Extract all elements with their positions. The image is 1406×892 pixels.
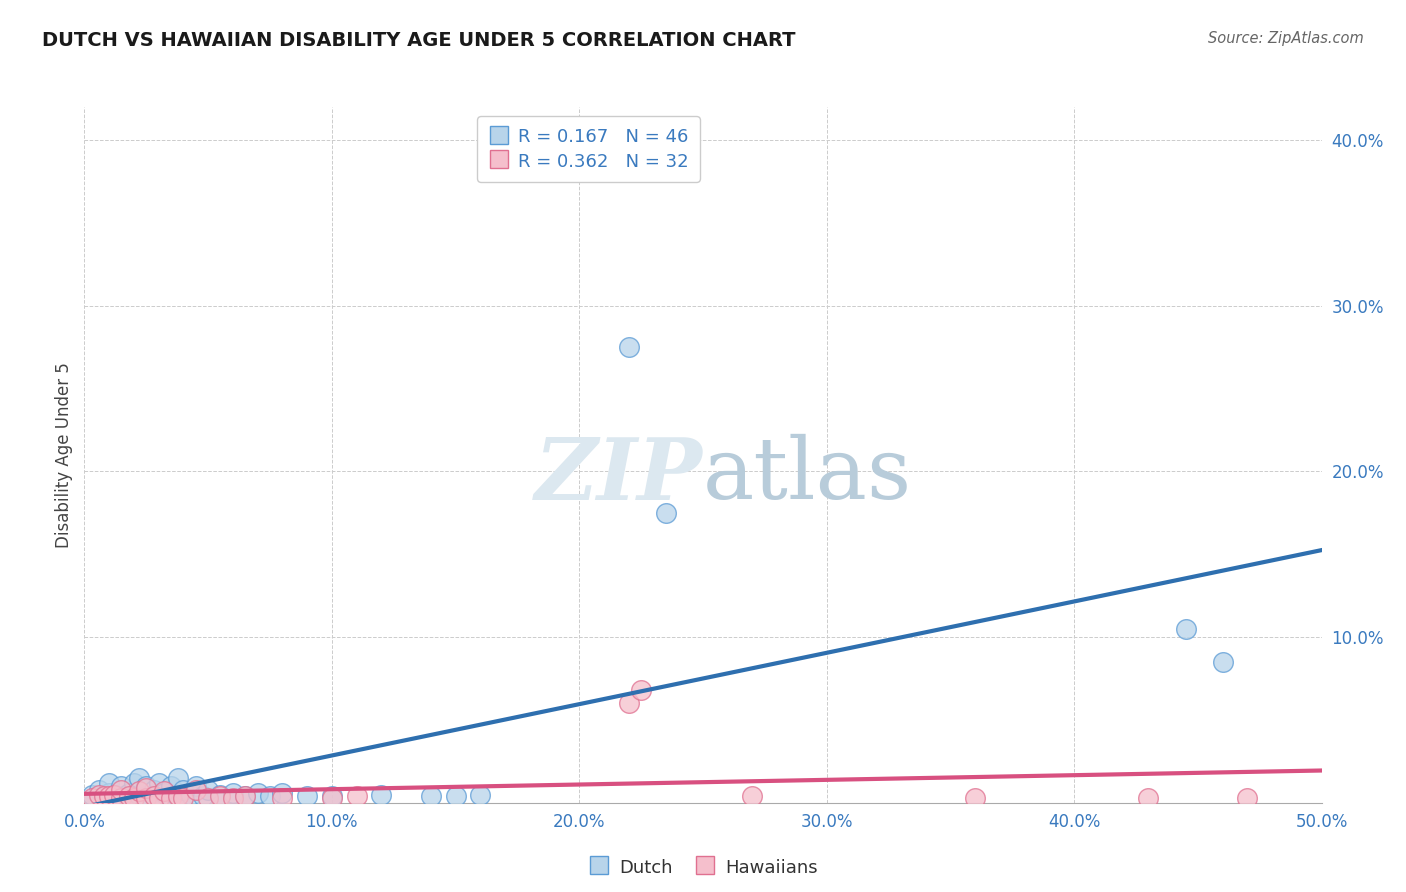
- Y-axis label: Disability Age Under 5: Disability Age Under 5: [55, 362, 73, 548]
- Point: [142, 789, 165, 804]
- Point: [122, 789, 145, 804]
- Point: [80, 788, 103, 802]
- Point: [184, 779, 207, 793]
- Point: [93, 789, 115, 804]
- Point: [321, 790, 343, 805]
- Point: [103, 788, 125, 802]
- Point: [160, 789, 183, 804]
- Point: [98, 789, 121, 804]
- Point: [152, 786, 174, 800]
- Point: [233, 789, 256, 804]
- Point: [321, 789, 343, 804]
- Point: [110, 790, 132, 805]
- Point: [444, 789, 467, 804]
- Point: [80, 790, 103, 805]
- Point: [160, 790, 183, 805]
- Point: [172, 782, 194, 797]
- Text: ZIP: ZIP: [536, 434, 703, 517]
- Point: [346, 789, 368, 804]
- Point: [128, 788, 150, 802]
- Point: [1174, 622, 1197, 636]
- Point: [617, 340, 640, 354]
- Point: [965, 790, 987, 805]
- Point: [197, 782, 219, 797]
- Point: [110, 782, 132, 797]
- Point: [135, 790, 157, 805]
- Point: [630, 683, 652, 698]
- Point: [470, 788, 492, 802]
- Point: [118, 786, 141, 800]
- Point: [93, 789, 115, 804]
- Legend: Dutch, Hawaiians: Dutch, Hawaiians: [581, 850, 825, 884]
- Point: [1212, 655, 1234, 669]
- Point: [135, 789, 157, 804]
- Point: [122, 776, 145, 790]
- Text: DUTCH VS HAWAIIAN DISABILITY AGE UNDER 5 CORRELATION CHART: DUTCH VS HAWAIIAN DISABILITY AGE UNDER 5…: [42, 31, 796, 50]
- Point: [191, 789, 214, 804]
- Point: [172, 790, 194, 805]
- Point: [135, 779, 157, 793]
- Point: [167, 771, 190, 785]
- Point: [165, 788, 187, 802]
- Point: [167, 789, 190, 804]
- Point: [142, 788, 165, 802]
- Point: [197, 790, 219, 805]
- Point: [222, 786, 245, 800]
- Point: [370, 788, 392, 802]
- Point: [233, 789, 256, 804]
- Point: [142, 782, 165, 797]
- Point: [617, 697, 640, 711]
- Point: [209, 788, 232, 802]
- Point: [118, 789, 141, 804]
- Point: [148, 776, 170, 790]
- Point: [122, 790, 145, 805]
- Point: [110, 779, 132, 793]
- Point: [172, 789, 194, 804]
- Point: [1137, 790, 1160, 805]
- Point: [222, 790, 245, 805]
- Point: [135, 780, 157, 795]
- Point: [741, 789, 763, 804]
- Point: [271, 786, 294, 800]
- Point: [209, 789, 232, 804]
- Point: [89, 782, 111, 797]
- Point: [148, 790, 170, 805]
- Point: [128, 784, 150, 798]
- Point: [152, 784, 174, 798]
- Point: [1236, 790, 1258, 805]
- Point: [89, 788, 111, 802]
- Point: [295, 789, 318, 804]
- Point: [271, 790, 294, 805]
- Point: [184, 782, 207, 797]
- Text: Source: ZipAtlas.com: Source: ZipAtlas.com: [1208, 31, 1364, 46]
- Point: [259, 789, 281, 804]
- Point: [160, 779, 183, 793]
- Point: [148, 789, 170, 804]
- Point: [128, 771, 150, 785]
- Text: atlas: atlas: [703, 434, 912, 517]
- Point: [246, 786, 269, 800]
- Point: [110, 789, 132, 804]
- Point: [419, 789, 441, 804]
- Point: [103, 788, 125, 802]
- Point: [98, 776, 121, 790]
- Point: [180, 788, 202, 802]
- Point: [655, 506, 678, 520]
- Point: [98, 786, 121, 800]
